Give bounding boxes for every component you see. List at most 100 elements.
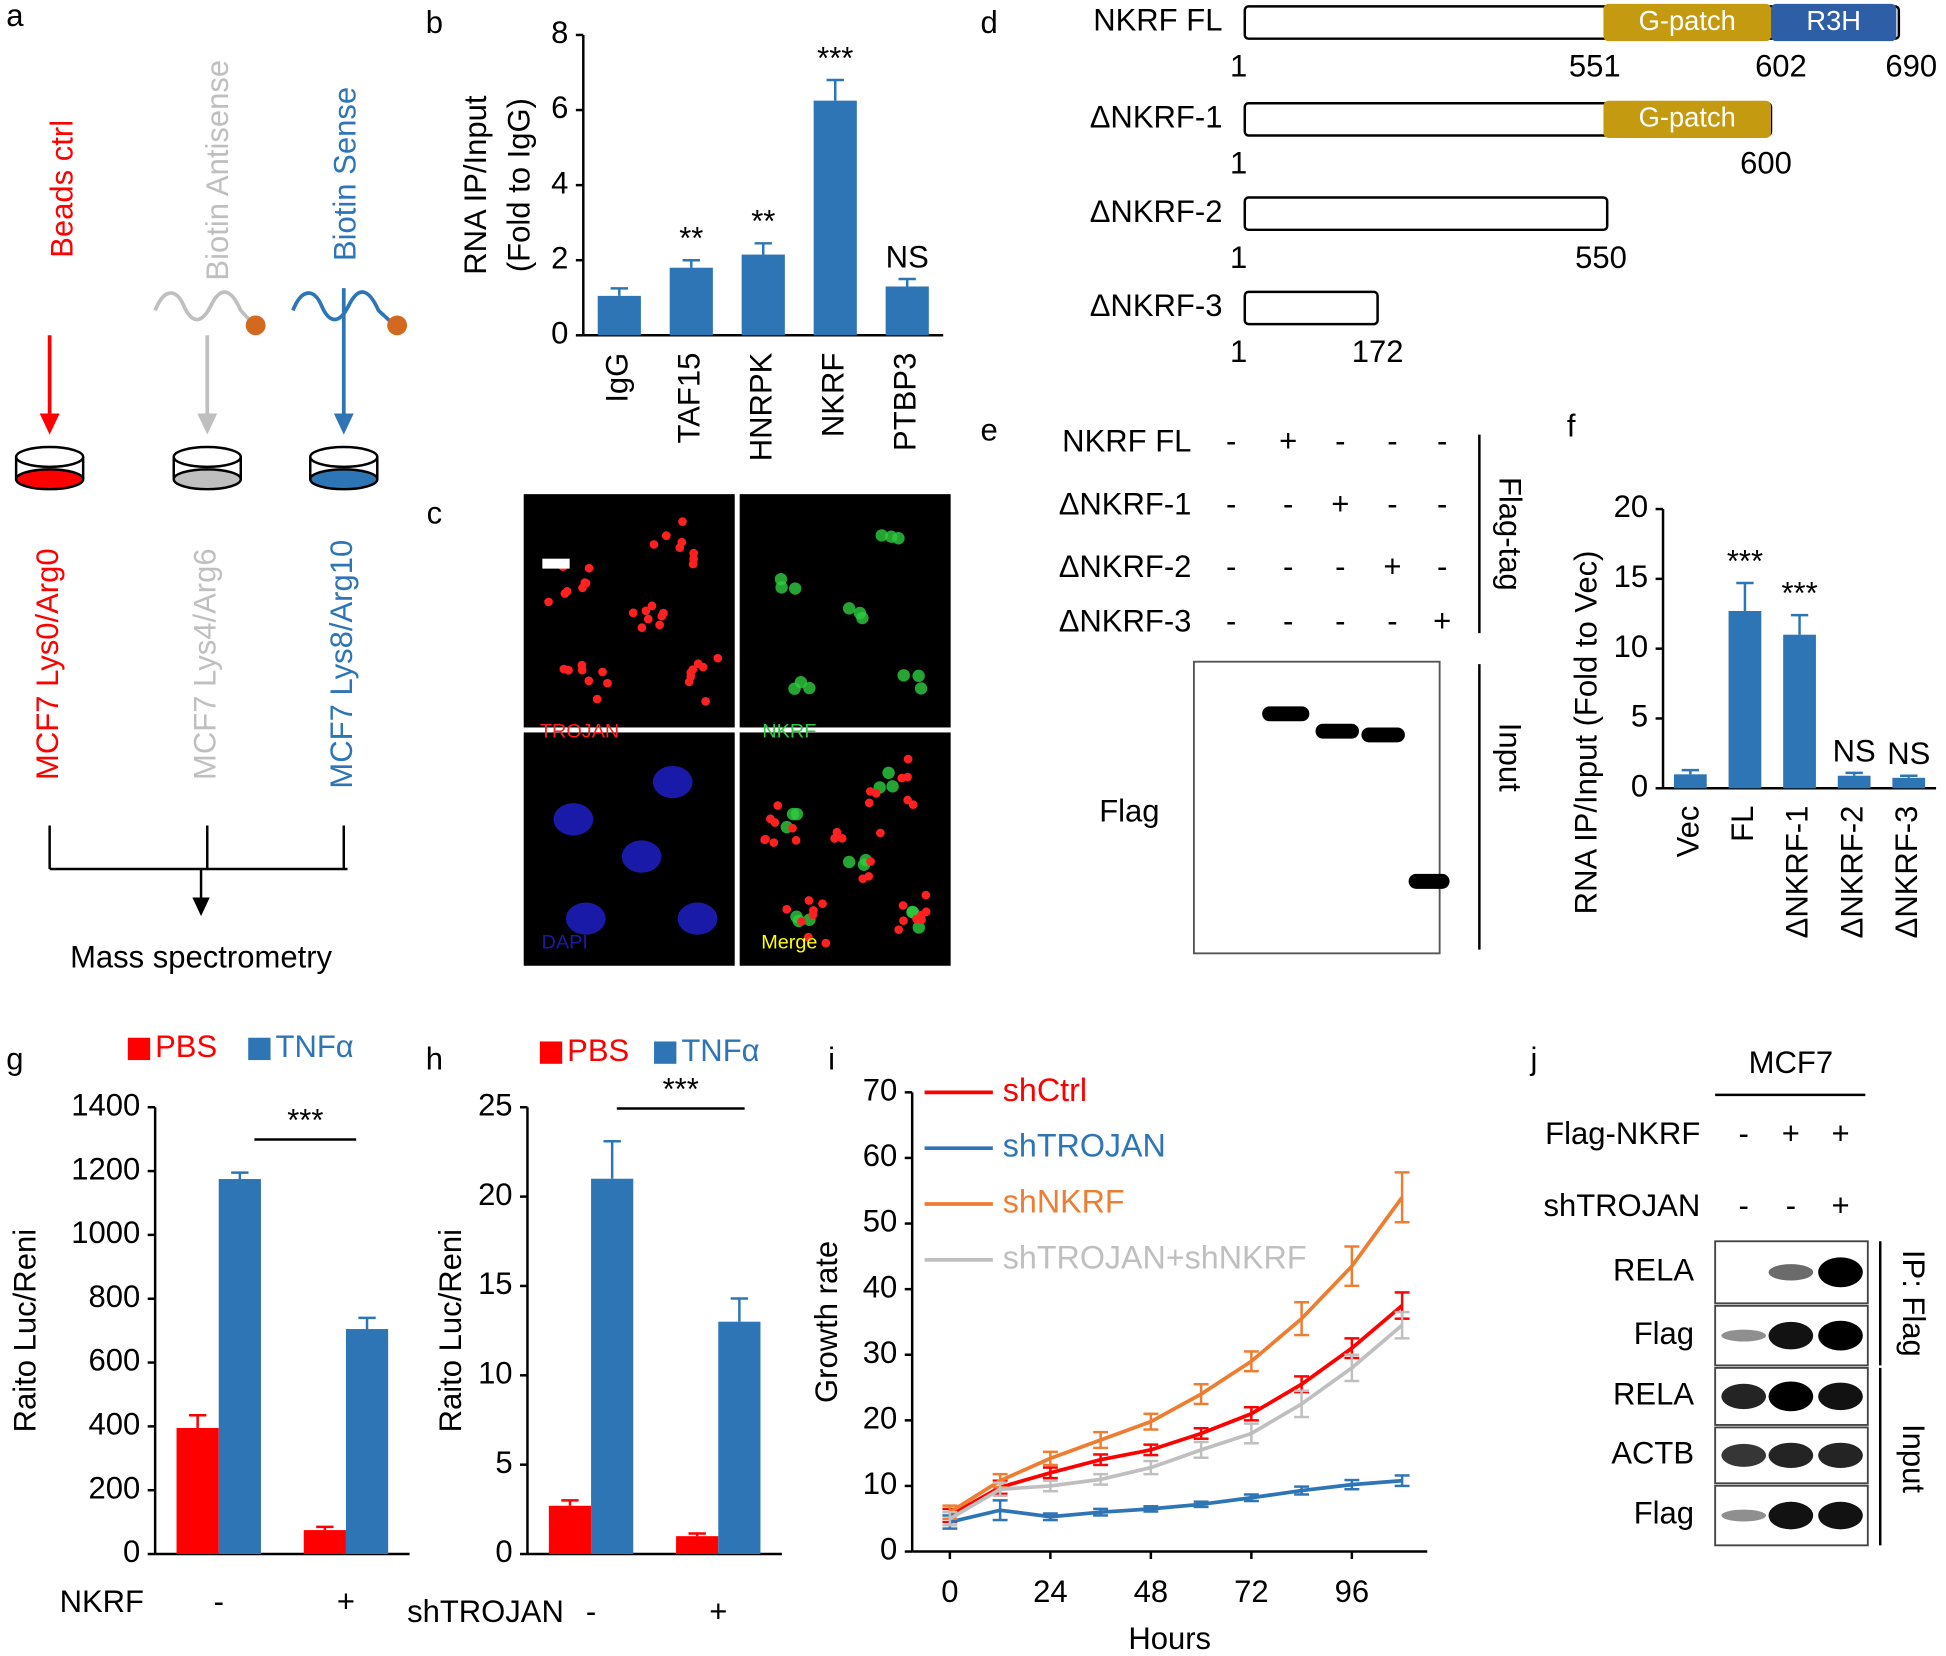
y-tick-label: 10 xyxy=(1614,629,1649,664)
signal xyxy=(832,827,842,837)
signal xyxy=(788,823,797,833)
y-tick-label: 70 xyxy=(863,1073,898,1108)
signal xyxy=(689,548,699,558)
channel-label: DAPI xyxy=(542,932,588,954)
signal xyxy=(713,653,723,663)
signal xyxy=(698,662,708,672)
signal xyxy=(912,921,926,934)
signal xyxy=(649,540,659,549)
construct-box xyxy=(1243,290,1379,326)
bar xyxy=(548,1505,592,1555)
group-label: IP: Flag xyxy=(1896,1250,1931,1357)
signal xyxy=(894,925,904,935)
x-tick-label: FL xyxy=(1725,806,1760,842)
significance: *** xyxy=(1727,543,1763,578)
y-tick-label: 600 xyxy=(88,1343,140,1378)
y-tick-label: 20 xyxy=(478,1177,512,1212)
residue-position: 602 xyxy=(1755,49,1807,84)
x-tick-label: 48 xyxy=(1134,1574,1169,1609)
legend-label: TNFα xyxy=(681,1033,759,1068)
bar xyxy=(591,1178,634,1555)
signal xyxy=(788,682,801,695)
y-tick-label: 1000 xyxy=(71,1215,140,1250)
construct-name: NKRF FL xyxy=(1093,3,1222,38)
sign: - xyxy=(1226,549,1236,584)
channel-label: TROJAN xyxy=(540,721,619,743)
signal xyxy=(577,660,587,670)
signal xyxy=(898,901,908,910)
signal xyxy=(637,623,647,632)
band xyxy=(1818,1320,1863,1351)
bar xyxy=(1673,774,1707,789)
residue-position: 1 xyxy=(1230,334,1247,369)
x-tick-label: 0 xyxy=(941,1574,958,1609)
bar xyxy=(1892,777,1926,789)
panel-letter: e xyxy=(981,412,998,447)
signal xyxy=(684,677,694,687)
nucleus xyxy=(621,840,662,873)
sign: - xyxy=(1739,1188,1749,1223)
y-tick-label: 400 xyxy=(88,1407,140,1442)
signal xyxy=(912,669,925,683)
construct-name: ΔNKRF-2 xyxy=(1059,549,1192,584)
domain-label: G-patch xyxy=(1639,5,1736,36)
sign: - xyxy=(1437,549,1447,584)
residue-position: 1 xyxy=(1230,240,1247,275)
sign: + xyxy=(1782,1116,1800,1151)
sign: - xyxy=(1335,423,1345,458)
x-tick-label: PTBP3 xyxy=(887,353,922,451)
dish-rim xyxy=(309,445,379,469)
band xyxy=(1768,1321,1814,1350)
rna-probe xyxy=(153,290,256,327)
band xyxy=(1361,727,1405,743)
sign: + xyxy=(1831,1188,1849,1223)
residue-position: 550 xyxy=(1575,240,1627,275)
bar xyxy=(1783,634,1816,789)
signal xyxy=(790,807,804,821)
panel-letter: d xyxy=(981,5,998,40)
sign: - xyxy=(1283,487,1293,522)
residue-position: 551 xyxy=(1569,49,1621,84)
signal xyxy=(899,916,908,926)
signal xyxy=(908,800,918,809)
dish-lysate xyxy=(14,468,85,491)
panel-letter: a xyxy=(6,0,24,33)
signal xyxy=(917,910,926,920)
signal xyxy=(661,531,671,540)
signal xyxy=(655,620,664,630)
construct-name: ΔNKRF-3 xyxy=(1090,288,1223,323)
sign: - xyxy=(1786,1188,1796,1223)
signal xyxy=(866,857,875,866)
series-line xyxy=(949,1478,1403,1524)
legend-label: PBS xyxy=(567,1033,629,1068)
significance: *** xyxy=(663,1071,699,1106)
bar xyxy=(218,1179,261,1555)
significance: *** xyxy=(1781,575,1817,610)
legend-label: PBS xyxy=(155,1029,217,1064)
blot-label: Flag xyxy=(1634,1316,1694,1351)
residue-position: 1 xyxy=(1230,145,1247,180)
bar xyxy=(669,267,713,336)
bar xyxy=(1837,775,1871,789)
signal xyxy=(885,530,898,543)
y-tick-label: 20 xyxy=(863,1401,898,1436)
residue-position: 600 xyxy=(1740,145,1792,180)
legend-swatch xyxy=(127,1037,151,1061)
blot-label: RELA xyxy=(1613,1252,1694,1287)
probe-label: Biotin Sense xyxy=(328,87,363,261)
sign: - xyxy=(1739,1116,1749,1151)
legend-label: shNKRF xyxy=(1003,1184,1125,1220)
signal xyxy=(782,904,792,914)
x-tick-label: IgG xyxy=(599,353,634,403)
significance: NS xyxy=(1887,736,1930,771)
signal xyxy=(592,694,602,704)
construct-name: ΔNKRF-3 xyxy=(1059,603,1192,638)
y-axis-label: (Fold to IgG) xyxy=(501,98,536,272)
signal xyxy=(842,855,856,869)
y-tick-label: 8 xyxy=(551,15,568,50)
y-tick-label: 5 xyxy=(495,1445,512,1480)
y-tick-label: 5 xyxy=(1631,699,1648,734)
signal xyxy=(803,681,816,695)
construct-name: ΔNKRF-1 xyxy=(1090,100,1223,135)
significance: ** xyxy=(751,204,775,239)
